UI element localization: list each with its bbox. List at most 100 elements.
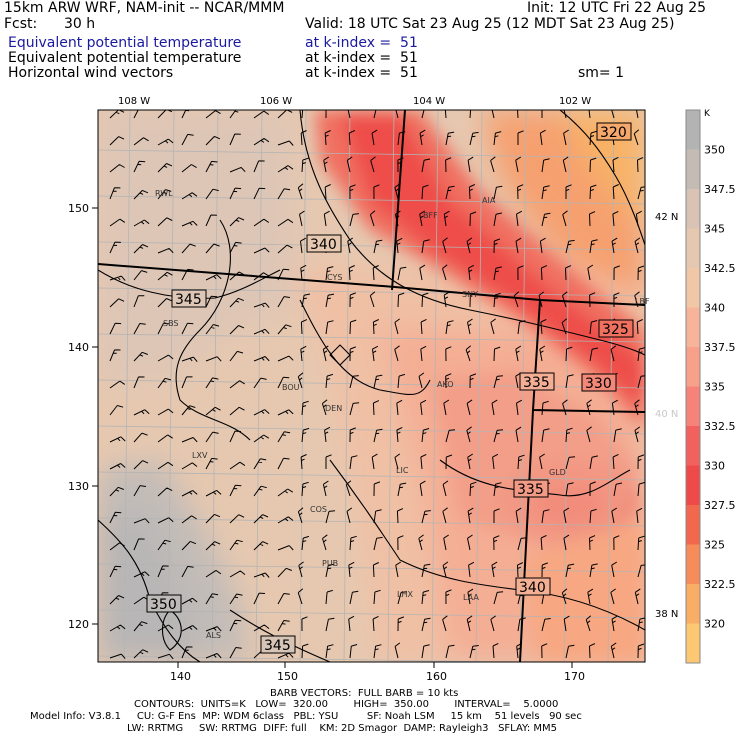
contour-label-345-north: 345 bbox=[171, 289, 207, 308]
colorbar-label: 345 bbox=[704, 223, 725, 236]
county-grid bbox=[98, 110, 645, 662]
lon-label-104w: 104 W bbox=[413, 96, 445, 107]
barb-legend: BARB VECTORS: FULL BARB = 10 kts bbox=[270, 688, 459, 699]
contour-label-345-south: 345 bbox=[260, 635, 296, 654]
x-tick-140: 140 bbox=[170, 670, 191, 683]
y-tick-120: 120 bbox=[68, 618, 89, 631]
y-tick-130: 130 bbox=[68, 480, 89, 493]
svg-text:345: 345 bbox=[175, 292, 202, 308]
forecast-hour: 30 h bbox=[64, 16, 96, 32]
wind-barbs bbox=[109, 110, 645, 660]
y-tick-140: 140 bbox=[68, 341, 89, 354]
lat-label-42n: 42 N bbox=[655, 212, 678, 223]
colorbar-swatch bbox=[686, 307, 700, 348]
station-lic: LIC bbox=[396, 466, 409, 475]
colorbar-label: 342.5 bbox=[704, 262, 736, 275]
svg-text:335: 335 bbox=[523, 375, 550, 391]
contour-labels: 320 340 345 325 335 330 335 340 350 345 bbox=[146, 122, 634, 654]
lon-label-108w: 108 W bbox=[118, 96, 150, 107]
contour-label-335-south: 335 bbox=[513, 479, 549, 498]
contour-label-335-north: 335 bbox=[519, 372, 555, 391]
field-1-name: Equivalent potential temperature bbox=[8, 35, 242, 51]
colorbar-frame bbox=[685, 109, 701, 664]
lon-label-106w: 106 W bbox=[260, 96, 292, 107]
colorbar-swatch bbox=[686, 465, 700, 506]
lon-label-102w: 102 W bbox=[559, 96, 591, 107]
county-boundaries bbox=[98, 110, 645, 662]
contour-label-340-south: 340 bbox=[515, 577, 551, 596]
station-als: ALS bbox=[206, 631, 221, 640]
colorbar-label: 322.5 bbox=[704, 578, 736, 591]
contour-label-340-north: 340 bbox=[306, 234, 342, 253]
smoothing-label: sm= 1 bbox=[578, 65, 625, 81]
station-aia: AIA bbox=[482, 196, 496, 205]
forecast-label: Fcst: bbox=[4, 16, 38, 32]
station-sny: SNY bbox=[462, 290, 478, 299]
colorbar-swatch bbox=[686, 347, 700, 387]
station-bff: BFF bbox=[423, 211, 438, 220]
svg-text:335: 335 bbox=[517, 482, 544, 498]
colorbar-swatch bbox=[686, 189, 700, 229]
svg-text:345: 345 bbox=[264, 638, 291, 654]
theta-e-field bbox=[98, 110, 645, 662]
station-bou: BOU bbox=[282, 383, 300, 392]
y-tick-150: 150 bbox=[68, 202, 89, 215]
station-ako: AKO bbox=[437, 380, 454, 389]
station-cys: CYS bbox=[327, 273, 342, 282]
x-tick-170: 170 bbox=[564, 670, 585, 683]
station-lhx: LHX bbox=[397, 590, 413, 599]
model-title: 15km ARW WRF, NAM-init -- NCAR/MMM bbox=[4, 0, 285, 16]
station-lxv: LXV bbox=[192, 451, 208, 460]
colorbar-label: 330 bbox=[704, 460, 725, 473]
map-frame bbox=[97, 109, 646, 663]
svg-text:325: 325 bbox=[602, 322, 629, 338]
contour-label-350: 350 bbox=[146, 594, 182, 613]
svg-text:340: 340 bbox=[310, 237, 337, 253]
colorbar-unit: K bbox=[704, 109, 711, 119]
colorbar-swatch bbox=[686, 505, 700, 545]
lat-label-38n: 38 N bbox=[655, 609, 678, 620]
contour-label-320: 320 bbox=[596, 122, 632, 141]
colorbar-label: 327.5 bbox=[704, 499, 736, 512]
colorbar-label: 350 bbox=[704, 144, 725, 157]
lat-label-40n: 40 N bbox=[655, 409, 678, 420]
station-lbf: LBF bbox=[635, 297, 650, 306]
colorbar-swatch bbox=[686, 268, 700, 308]
colorbar-label: 332.5 bbox=[704, 420, 736, 433]
x-tick-160: 160 bbox=[426, 670, 447, 683]
colorbar-swatch bbox=[686, 149, 700, 190]
colorbar-label: 320 bbox=[704, 618, 725, 631]
station-den: DEN bbox=[325, 404, 342, 413]
init-time: Init: 12 UTC Fri 22 Aug 25 bbox=[527, 0, 707, 16]
svg-text:330: 330 bbox=[585, 376, 612, 392]
field-3-name: Horizontal wind vectors bbox=[8, 65, 174, 81]
station-rwl: RWL bbox=[155, 189, 173, 198]
colorbar-label: 325 bbox=[704, 539, 725, 552]
field-3-level: at k-index = 51 bbox=[305, 65, 418, 81]
station-labels: RWL BFF AIA CYS SNY LBF SBS BOU DEN AKO … bbox=[155, 189, 650, 640]
svg-text:320: 320 bbox=[600, 125, 627, 141]
field-2-name: Equivalent potential temperature bbox=[8, 50, 242, 66]
axis-ticks bbox=[92, 207, 573, 668]
colorbar-swatch bbox=[686, 544, 700, 585]
model-info-physics: LW: RRTMG SW: RRTMG DIFF: full KM: 2D Sm… bbox=[127, 723, 557, 734]
colorbar-swatch bbox=[686, 623, 700, 664]
colorbar-label: 340 bbox=[704, 302, 725, 315]
colorbar-swatch bbox=[686, 386, 700, 427]
x-tick-150: 150 bbox=[277, 670, 298, 683]
state-boundaries bbox=[98, 110, 645, 662]
station-sbs: SBS bbox=[163, 319, 179, 328]
station-laa: LAA bbox=[463, 593, 479, 602]
valid-time: Valid: 18 UTC Sat 23 Aug 25 (12 MDT Sat … bbox=[305, 16, 675, 32]
contour-label-330: 330 bbox=[581, 373, 617, 392]
station-pub: PUB bbox=[322, 559, 338, 568]
colorbar-swatch bbox=[686, 426, 700, 466]
colorbar-label: 347.5 bbox=[704, 183, 736, 196]
station-cos: COS bbox=[310, 505, 327, 514]
wind-barb-set bbox=[109, 110, 645, 660]
field-1-level: at k-index = 51 bbox=[305, 35, 418, 51]
colorbar-swatch bbox=[686, 110, 700, 150]
colorbar-label: 335 bbox=[704, 381, 725, 394]
model-info: Model Info: V3.8.1 CU: G-F Ens MP: WDM 6… bbox=[30, 711, 582, 722]
